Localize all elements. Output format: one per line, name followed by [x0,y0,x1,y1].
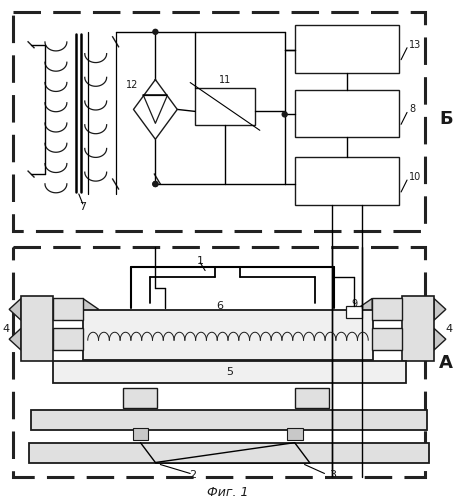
Bar [295,25,399,72]
Polygon shape [356,298,372,320]
Bar [295,388,329,408]
Text: 2: 2 [190,470,197,480]
Text: 13: 13 [409,40,421,50]
Text: 7: 7 [79,202,86,212]
Text: 4: 4 [3,324,10,334]
Bar [53,361,406,383]
Polygon shape [356,328,372,350]
Polygon shape [9,328,21,350]
Bar [372,328,402,350]
Text: 8: 8 [409,104,415,115]
Text: 4: 4 [445,324,452,334]
Circle shape [282,112,287,117]
Text: 5: 5 [227,367,233,377]
Polygon shape [9,298,21,320]
Bar [372,298,402,320]
Bar [21,296,53,361]
Polygon shape [83,298,99,320]
Bar [122,388,157,408]
Circle shape [153,30,158,35]
Polygon shape [133,80,177,140]
Text: Б: Б [439,110,453,128]
Circle shape [153,182,158,186]
Bar [13,246,425,478]
Bar [53,328,83,350]
Polygon shape [83,328,99,350]
Bar [31,410,427,430]
Bar [402,296,434,361]
Text: 11: 11 [219,74,231,85]
Bar [83,310,373,360]
Bar [295,90,399,138]
Bar [13,12,425,231]
Text: 1: 1 [197,256,204,266]
Polygon shape [288,420,301,428]
Text: 3: 3 [329,470,336,480]
Polygon shape [434,328,446,350]
Bar [295,157,399,205]
Bar [195,88,255,126]
Text: 9: 9 [351,300,357,310]
Bar [53,298,83,320]
Text: Фиг. 1: Фиг. 1 [207,486,249,499]
Text: 6: 6 [217,302,223,312]
Text: А: А [439,354,453,372]
Text: 12: 12 [126,80,138,90]
Polygon shape [434,298,446,320]
Bar [287,428,303,440]
Bar [346,306,362,318]
Text: 10: 10 [409,172,421,182]
Circle shape [153,182,158,186]
Bar [132,428,148,440]
Polygon shape [135,420,147,428]
Bar [29,442,429,462]
